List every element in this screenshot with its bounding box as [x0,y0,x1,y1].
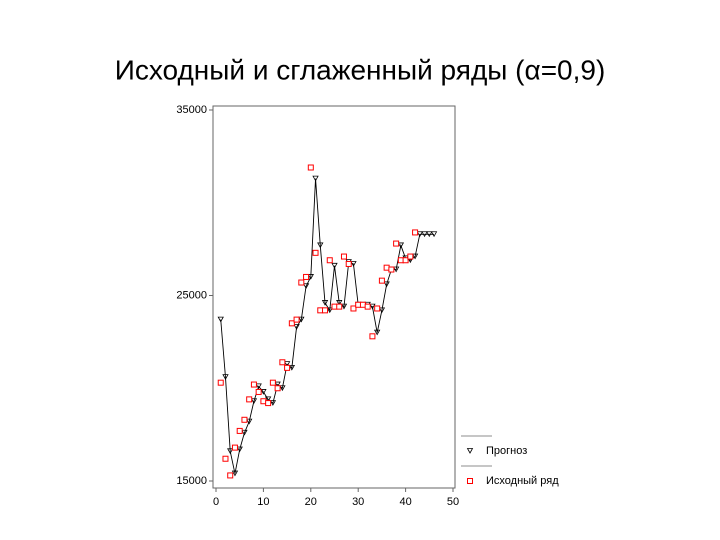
data-point [246,396,253,403]
y-tick-label: 35000 [176,104,207,116]
data-point [284,364,291,371]
data-point [283,361,291,367]
data-point [293,316,300,323]
data-point [412,229,419,236]
data-point [250,381,257,388]
data-point [227,448,234,455]
legend-label: Прогноз [486,445,527,457]
data-point [350,261,357,267]
data-point [265,400,272,407]
slide-title: Исходный и сглаженный ряды (α=0,9) [115,54,606,85]
x-tick-label: 50 [447,496,459,508]
data-point [350,305,357,312]
legend-marker [467,478,473,484]
data-point [227,472,234,479]
data-point [250,398,258,405]
x-tick-label: 10 [257,496,269,508]
data-point [383,281,390,288]
data-point [236,427,243,434]
data-point [274,381,281,388]
data-point [279,359,286,366]
data-point [279,385,286,392]
data-point [303,273,310,280]
data-point [302,283,310,290]
data-point [269,379,276,386]
series-line [220,178,435,474]
data-point [222,455,229,462]
data-point [231,470,239,477]
data-point [255,388,262,395]
data-point [264,396,272,403]
plot-frame [212,105,456,489]
x-tick-label: 20 [305,496,317,508]
data-point [407,253,414,260]
data-point [336,303,343,310]
data-point [298,316,305,323]
data-point [373,329,381,336]
data-point [241,429,248,436]
x-tick-label: 30 [352,496,364,508]
data-point [378,277,385,284]
data-point [402,257,409,264]
data-point [378,307,386,314]
data-point [246,418,253,425]
y-tick-label: 25000 [176,289,207,301]
data-point [274,385,281,392]
data-point [326,307,333,314]
data-point [331,262,338,269]
data-point [421,231,428,238]
data-point [369,333,376,340]
data-point [222,374,229,380]
data-point [340,303,348,310]
data-point [430,231,438,238]
data-point [336,300,343,306]
data-point [307,164,314,171]
x-tick-label: 40 [399,496,411,508]
data-point [322,307,329,314]
data-point [416,231,423,238]
data-point [231,444,238,451]
data-point [241,416,248,423]
data-point [369,303,376,310]
data-point [288,320,295,327]
data-point [340,253,347,260]
y-tick-label: 15000 [176,475,207,487]
data-point [393,240,400,247]
data-point [392,266,400,273]
data-point [288,364,296,371]
data-point [236,446,243,453]
data-point [312,249,319,256]
data-point [364,303,371,310]
data-point [307,274,314,280]
data-point [321,300,329,306]
legend-label: Исходный ряд [486,475,559,487]
data-point [298,279,305,286]
data-point [426,231,433,238]
x-tick-label: 0 [213,496,219,508]
data-point [326,257,333,264]
data-point [217,379,224,386]
data-point [317,242,324,249]
data-point [374,305,381,312]
data-point [411,253,419,260]
data-point [260,389,267,395]
legend-marker [466,448,474,454]
data-point [269,400,277,406]
data-point [255,383,262,390]
data-point [217,316,224,323]
data-point [293,324,300,330]
data-point [312,175,319,182]
data-point [388,266,395,273]
data-point [345,260,352,267]
data-point [397,242,405,249]
